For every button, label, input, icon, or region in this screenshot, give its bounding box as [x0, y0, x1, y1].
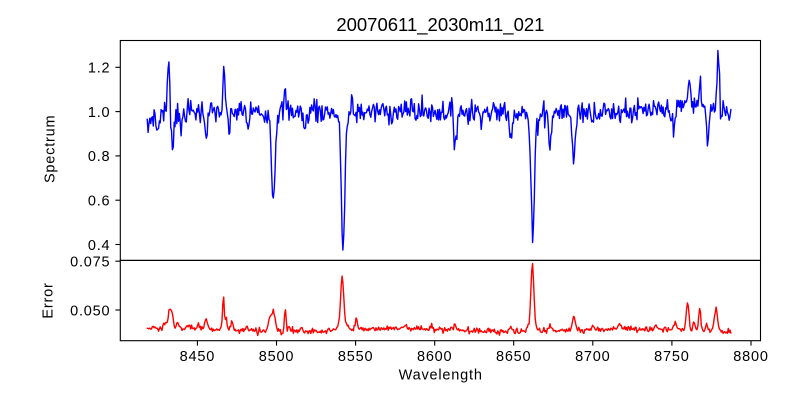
svg-text:8600: 8600: [417, 349, 452, 365]
svg-text:8800: 8800: [733, 349, 768, 365]
svg-text:8700: 8700: [575, 349, 610, 365]
svg-text:8450: 8450: [180, 349, 215, 365]
svg-text:1.2: 1.2: [88, 61, 111, 77]
svg-text:8550: 8550: [338, 349, 373, 365]
svg-text:Spectrum: Spectrum: [43, 115, 59, 183]
svg-text:0.4: 0.4: [88, 238, 111, 254]
svg-text:8650: 8650: [496, 349, 531, 365]
svg-text:Error: Error: [40, 282, 56, 318]
svg-text:Wavelength: Wavelength: [399, 368, 483, 384]
svg-text:8500: 8500: [259, 349, 294, 365]
svg-text:0.050: 0.050: [70, 303, 110, 319]
svg-text:0.6: 0.6: [88, 194, 111, 210]
svg-text:1.0: 1.0: [88, 105, 111, 121]
svg-text:0.075: 0.075: [70, 255, 110, 271]
svg-text:0.8: 0.8: [88, 149, 111, 165]
svg-text:8750: 8750: [654, 349, 689, 365]
svg-text:20070611_2030m11_021: 20070611_2030m11_021: [336, 14, 544, 36]
